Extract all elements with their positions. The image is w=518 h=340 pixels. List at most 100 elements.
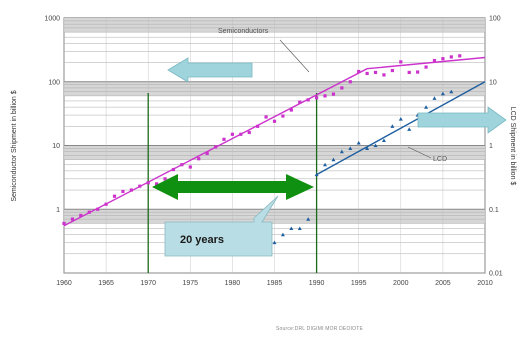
data-point-lcd (323, 162, 328, 167)
x-tick-label: 1980 (225, 280, 241, 287)
data-point-semiconductors (272, 119, 277, 123)
data-point-lcd (390, 124, 395, 128)
data-point-semiconductors (432, 58, 437, 63)
data-point-semiconductors (331, 92, 336, 96)
semiconductors-leader (279, 39, 310, 73)
data-point-lcd (449, 89, 454, 94)
data-point-lcd (289, 226, 294, 231)
x-tick-label: 1985 (267, 280, 283, 287)
data-point-semiconductors (306, 98, 310, 102)
data-point-semiconductors (230, 132, 234, 136)
data-point-semiconductors (407, 70, 411, 75)
data-point-semiconductors (340, 86, 344, 90)
lag-callout-box (164, 195, 279, 257)
data-point-semiconductors (96, 207, 100, 211)
data-point-lcd (314, 172, 319, 177)
data-point-semiconductors (373, 70, 378, 75)
data-point-semiconductors (298, 100, 302, 104)
data-point-semiconductors (256, 124, 260, 128)
data-point-lcd (365, 146, 370, 151)
data-point-semiconductors (348, 80, 352, 84)
annotations: Semiconductors LCD 20 years (152, 28, 507, 257)
data-point-semiconductors (399, 60, 403, 64)
data-point-semiconductors (188, 165, 192, 169)
right-y-tick-label: 1 (489, 143, 493, 150)
data-point-lcd (398, 117, 403, 121)
left-y-axis-title: Semiconductor Shipment in billion $ (11, 90, 18, 201)
data-point-semiconductors (222, 137, 226, 141)
data-point-semiconductors (449, 55, 453, 59)
data-point-semiconductors (281, 114, 285, 118)
right-y-axis-ticks: 100 10 1 0.1 0.01 (489, 16, 503, 278)
right-y-axis-title: LCD Shipment in billion $ (509, 107, 516, 186)
x-tick-label: 1965 (98, 280, 114, 287)
x-tick-label: 1990 (309, 280, 325, 287)
data-point-lcd (424, 105, 429, 109)
left-y-tick-label: 10 (52, 143, 60, 150)
left-y-tick-label: 1 (56, 207, 60, 214)
data-point-semiconductors (104, 202, 108, 206)
data-point-semiconductors (138, 184, 142, 188)
data-point-lcd (331, 157, 336, 162)
data-point-semiconductors (239, 132, 243, 136)
trend-line-semiconductors (63, 56, 486, 227)
data-point-lcd (348, 146, 353, 151)
lag-arrow (152, 174, 314, 200)
source-note: Source:DRL DIGIMI MOR DEOIOTE (276, 326, 364, 332)
data-point-lcd (381, 138, 386, 143)
data-point-semiconductors (382, 73, 386, 77)
x-tick-label: 1975 (183, 280, 199, 287)
data-point-semiconductors (424, 65, 428, 69)
data-point-semiconductors (171, 167, 176, 172)
lcd-label: LCD (433, 156, 447, 163)
data-point-semiconductors (112, 194, 117, 198)
data-point-lcd (272, 240, 277, 245)
data-point-semiconductors (79, 213, 83, 218)
data-point-semiconductors (180, 163, 184, 167)
data-point-lcd (306, 217, 311, 221)
data-point-semiconductors (213, 145, 218, 149)
data-point-lcd (356, 140, 361, 145)
lcd-leader (407, 146, 432, 159)
data-point-lcd (339, 149, 344, 154)
semiconductors-label: Semiconductors (218, 28, 269, 35)
data-point-semiconductors (441, 57, 445, 61)
trend-line-lcd (316, 81, 486, 176)
x-tick-label: 2000 (393, 280, 409, 287)
lag-label: 20 years (180, 234, 224, 246)
x-tick-label: 1960 (56, 280, 72, 287)
data-point-lcd (407, 127, 412, 131)
data-point-semiconductors (205, 151, 209, 156)
data-point-semiconductors (416, 70, 420, 74)
data-point-semiconductors (264, 115, 268, 119)
data-point-semiconductors (247, 130, 251, 135)
left-y-axis-ticks: 1000 100 10 1 (44, 16, 60, 214)
right-y-tick-label: 100 (489, 16, 501, 23)
data-point-lcd (440, 91, 445, 96)
data-point-semiconductors (121, 189, 125, 194)
data-point-lcd (432, 96, 437, 100)
x-tick-label: 1995 (351, 280, 367, 287)
right-y-tick-label: 10 (489, 79, 497, 86)
data-point-semiconductors (458, 54, 462, 58)
right-y-tick-label: 0.01 (489, 271, 503, 278)
data-point-semiconductors (315, 96, 319, 100)
data-point-semiconductors (87, 210, 91, 214)
data-point-semiconductors (365, 71, 369, 76)
data-point-semiconductors (289, 108, 293, 112)
trend-lines (63, 56, 486, 227)
data-point-lcd (280, 232, 285, 237)
x-axis-ticks: 1960 1965 1970 1975 1980 1985 1990 1995 2000 2005… (56, 280, 493, 287)
data-point-semiconductors (357, 69, 361, 74)
data-point-semiconductors (62, 221, 66, 225)
data-point-semiconductors (129, 188, 133, 192)
data-point-lcd (373, 143, 378, 148)
x-tick-label: 2005 (435, 280, 451, 287)
data-point-semiconductors (390, 68, 394, 73)
data-point-semiconductors (197, 157, 201, 161)
data-point-semiconductors (163, 177, 167, 181)
left-y-tick-label: 1000 (44, 16, 60, 23)
data-point-semiconductors (323, 94, 327, 98)
data-point-semiconductors (70, 217, 75, 221)
